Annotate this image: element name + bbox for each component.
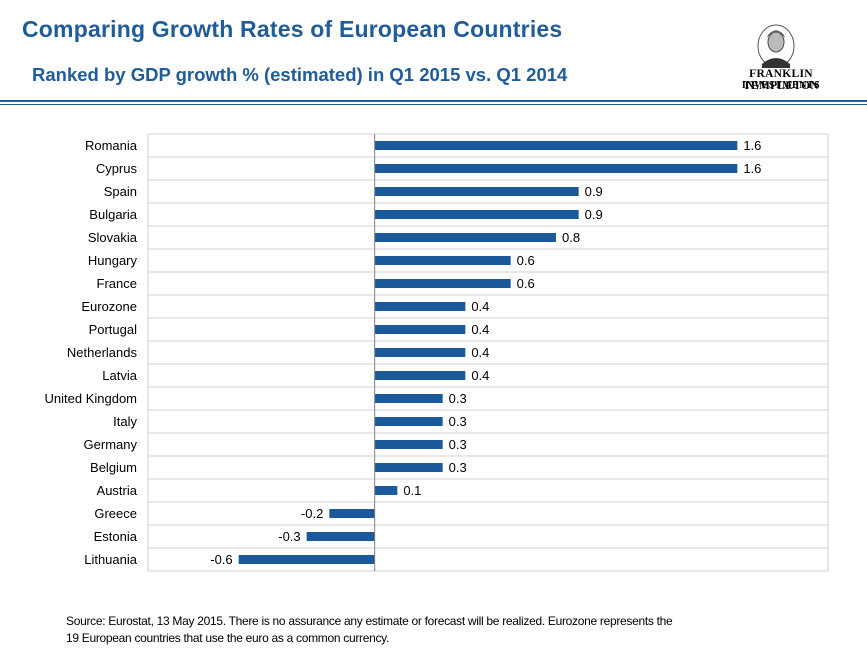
data-label: 0.1 xyxy=(403,483,421,498)
footnote-line1: Source: Eurostat, 13 May 2015. There is … xyxy=(66,614,673,628)
category-label: Belgium xyxy=(90,460,137,475)
bar xyxy=(238,555,375,564)
data-label: 0.9 xyxy=(585,207,603,222)
bar xyxy=(374,141,738,150)
category-label: Spain xyxy=(104,184,137,199)
gdp-bar-chart: Romania 1.6 Cyprus 1.6 Spain 0.9 Bulgaria 0.9 Sl… xyxy=(45,133,829,572)
bar xyxy=(306,532,375,541)
data-label: 0.6 xyxy=(517,253,535,268)
bar xyxy=(374,279,511,288)
category-label: Latvia xyxy=(102,368,137,383)
bar xyxy=(374,394,443,403)
logo-line1: FRANKLIN TEMPLETON xyxy=(743,68,819,92)
source-footnote: Source: Eurostat, 13 May 2015. There is … xyxy=(66,613,766,647)
data-label: -0.3 xyxy=(278,529,300,544)
bar xyxy=(374,256,511,265)
category-label: Portugal xyxy=(89,322,138,337)
data-label: 0.8 xyxy=(562,230,580,245)
data-label: 1.6 xyxy=(743,161,761,176)
data-label: -0.2 xyxy=(301,506,323,521)
bar xyxy=(329,509,375,518)
bar xyxy=(374,486,398,495)
footnote-line2: 19 European countries that use the euro … xyxy=(66,631,390,645)
data-label: 0.3 xyxy=(449,391,467,406)
bar xyxy=(374,463,443,472)
bar xyxy=(374,187,579,196)
category-label: Germany xyxy=(84,437,138,452)
category-label: Hungary xyxy=(88,253,138,268)
category-label: Greece xyxy=(94,506,137,521)
header-rule-thick xyxy=(0,100,867,102)
category-label: Eurozone xyxy=(81,299,137,314)
data-label: 0.3 xyxy=(449,437,467,452)
bar xyxy=(374,302,466,311)
data-label: -0.6 xyxy=(210,552,232,567)
category-label: Romania xyxy=(85,138,138,153)
header-rule-thin xyxy=(0,104,867,105)
chart-title: Comparing Growth Rates of European Count… xyxy=(22,16,563,42)
data-label: 0.4 xyxy=(471,322,489,337)
category-label: Cyprus xyxy=(96,161,138,176)
bar xyxy=(374,348,466,357)
data-label: 0.4 xyxy=(471,299,489,314)
category-label: Italy xyxy=(113,414,137,429)
bar xyxy=(374,371,466,380)
data-label: 0.9 xyxy=(585,184,603,199)
franklin-portrait-icon xyxy=(757,24,795,68)
franklin-templeton-logo: FRANKLIN TEMPLETON INVESTMENTS xyxy=(716,24,846,92)
bar xyxy=(374,325,466,334)
data-label: 0.4 xyxy=(471,345,489,360)
bar xyxy=(374,440,443,449)
category-label: France xyxy=(97,276,137,291)
bar xyxy=(374,164,738,173)
chart-subtitle: Ranked by GDP growth % (estimated) in Q1… xyxy=(32,64,568,85)
category-label: Slovakia xyxy=(88,230,138,245)
logo-line2: INVESTMENTS xyxy=(741,80,821,91)
category-label: Austria xyxy=(97,483,138,498)
data-label: 0.3 xyxy=(449,414,467,429)
category-label: United Kingdom xyxy=(45,391,138,406)
data-label: 0.4 xyxy=(471,368,489,383)
category-label: Lithuania xyxy=(84,552,138,567)
category-label: Estonia xyxy=(94,529,138,544)
bar xyxy=(374,210,579,219)
category-label: Bulgaria xyxy=(89,207,137,222)
category-label: Netherlands xyxy=(67,345,138,360)
data-label: 0.3 xyxy=(449,460,467,475)
data-label: 0.6 xyxy=(517,276,535,291)
data-label: 1.6 xyxy=(743,138,761,153)
bar xyxy=(374,417,443,426)
bar xyxy=(374,233,556,242)
